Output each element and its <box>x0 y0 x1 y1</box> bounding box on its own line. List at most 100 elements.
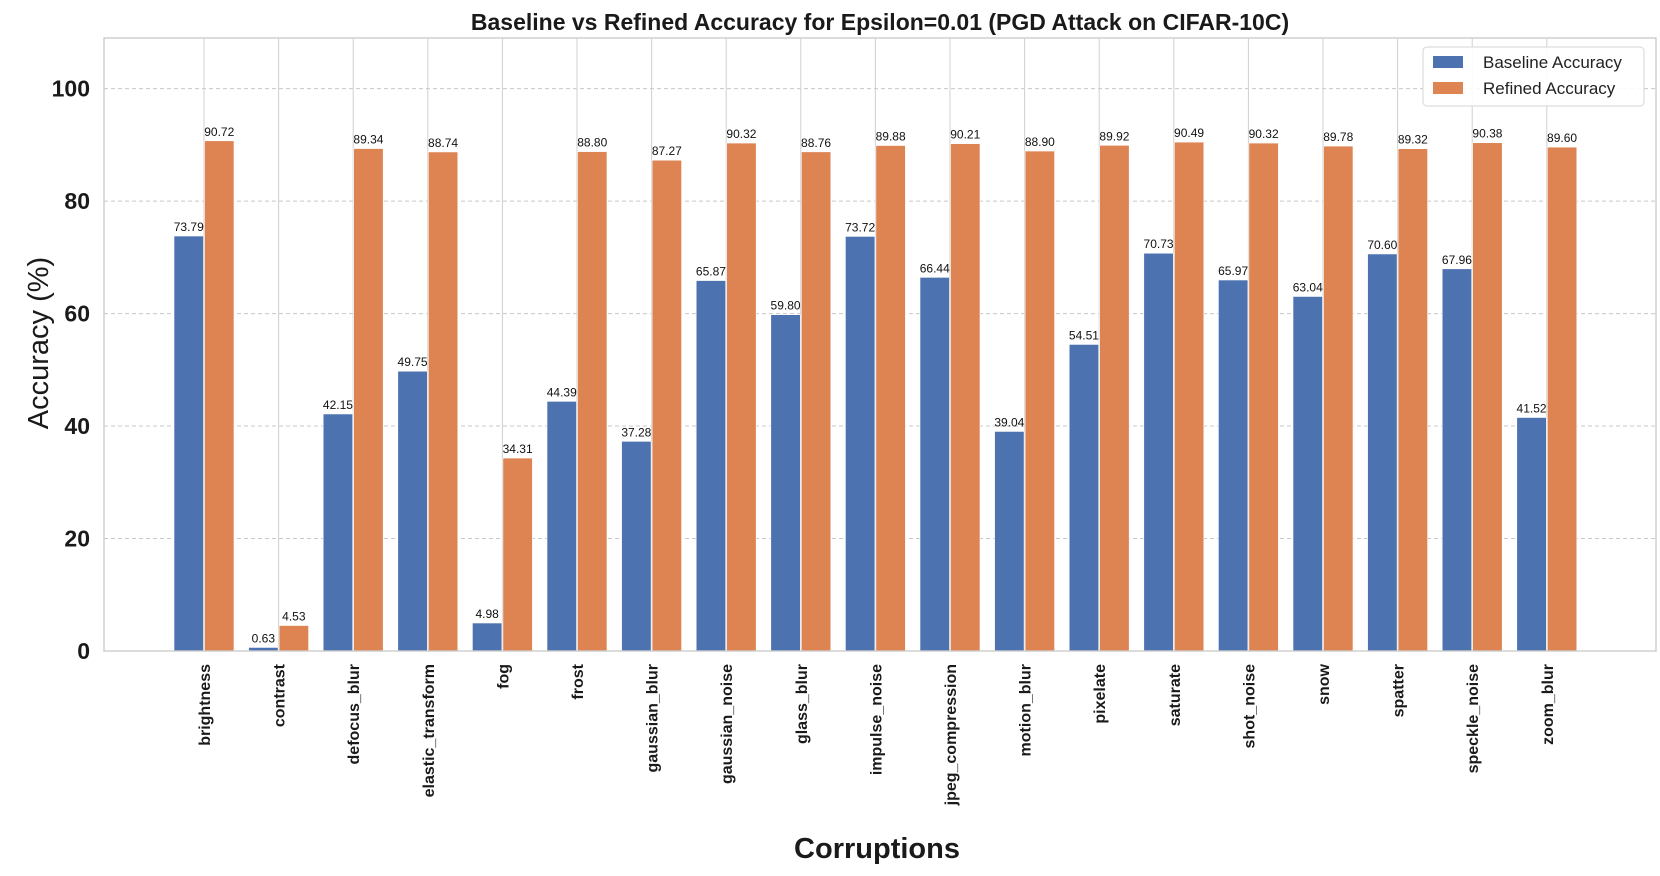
bars-group <box>173 140 1578 652</box>
baseline-bar-gaussian-blur <box>621 441 652 652</box>
baseline-value-label: 66.44 <box>920 261 950 275</box>
y-axis-label: Accuracy (%) <box>23 257 55 429</box>
x-tick-label-defocus-blur: defocus_blur <box>346 664 363 764</box>
baseline-bar-saturate <box>1143 252 1174 652</box>
refined-bar-defocus-blur <box>353 148 384 652</box>
baseline-bar-jpeg-compression <box>919 277 950 652</box>
baseline-value-label: 67.96 <box>1442 253 1472 267</box>
x-tick-label-zoom-blur: zoom_blur <box>1540 664 1557 745</box>
x-tick-label-gaussian-blur: gaussian_blur <box>645 664 662 772</box>
baseline-value-label: 37.28 <box>621 425 651 439</box>
baseline-value-label: 70.73 <box>1144 237 1174 251</box>
refined-value-label: 90.72 <box>204 125 234 139</box>
refined-value-label: 34.31 <box>503 442 533 456</box>
refined-bar-zoom-blur <box>1547 146 1578 652</box>
refined-bar-contrast <box>278 625 309 652</box>
chart-title: Baseline vs Refined Accuracy for Epsilon… <box>471 9 1289 35</box>
baseline-bar-snow <box>1292 296 1323 652</box>
refined-value-label: 4.53 <box>282 610 306 624</box>
refined-bar-jpeg-compression <box>950 143 981 652</box>
plot-frame <box>103 37 1657 652</box>
baseline-value-label: 70.60 <box>1367 238 1397 252</box>
baseline-value-label: 39.04 <box>994 415 1024 429</box>
baseline-bar-spatter <box>1367 253 1398 652</box>
baseline-value-label: 42.15 <box>323 398 353 412</box>
baseline-bar-defocus-blur <box>322 413 354 652</box>
x-tick-label-saturate: saturate <box>1167 664 1184 726</box>
legend-swatch-refined <box>1433 82 1463 94</box>
refined-value-label: 88.80 <box>577 136 607 150</box>
baseline-value-label: 63.04 <box>1293 280 1323 294</box>
y-tick-label: 60 <box>64 301 90 327</box>
baseline-value-label: 73.72 <box>845 220 875 234</box>
refined-value-label: 88.74 <box>428 136 458 150</box>
x-tick-label-snow: snow <box>1316 663 1333 704</box>
legend-label-refined: Refined Accuracy <box>1483 79 1616 98</box>
refined-value-label: 89.88 <box>876 130 906 144</box>
baseline-value-label: 59.80 <box>771 299 801 313</box>
baseline-value-label: 73.79 <box>174 220 204 234</box>
refined-bar-elastic-transform <box>427 151 459 652</box>
legend-label-baseline: Baseline Accuracy <box>1483 53 1622 72</box>
x-tick-label-gaussian-noise: gaussian_noise <box>719 664 736 784</box>
x-tick-label-brightness: brightness <box>197 664 214 746</box>
baseline-bar-shot-noise <box>1218 279 1249 652</box>
refined-bar-glass-blur <box>800 151 832 652</box>
refined-bar-pixelate <box>1099 145 1130 652</box>
x-axis-label: Corruptions <box>794 833 960 865</box>
x-tick-label-jpeg-compression: jpeg_compression <box>943 664 960 806</box>
refined-value-label: 89.60 <box>1547 131 1577 145</box>
refined-bar-impulse-noise <box>875 145 906 652</box>
refined-value-label: 88.76 <box>801 136 831 150</box>
baseline-bar-pixelate <box>1068 344 1099 652</box>
refined-value-label: 89.32 <box>1398 133 1428 147</box>
refined-bar-spatter <box>1397 148 1428 652</box>
refined-value-label: 90.32 <box>1249 127 1279 141</box>
x-tick-label-frost: frost <box>570 663 587 699</box>
baseline-bar-motion-blur <box>994 431 1025 652</box>
baseline-value-label: 0.63 <box>252 631 276 645</box>
baseline-bar-glass-blur <box>770 314 801 652</box>
y-tick-label: 20 <box>64 526 90 552</box>
legend: Baseline Accuracy Refined Accuracy <box>1422 46 1645 107</box>
legend-swatch-baseline <box>1433 56 1463 68</box>
refined-bar-brightness <box>204 140 235 652</box>
x-tick-label-spatter: spatter <box>1391 664 1408 717</box>
refined-value-label: 90.49 <box>1174 126 1204 140</box>
refined-value-label: 90.38 <box>1472 127 1502 141</box>
x-tick-labels: brightness contrast defocus_blur elastic_tr… <box>197 663 1557 806</box>
baseline-value-label: 49.75 <box>398 355 428 369</box>
baseline-value-label: 65.97 <box>1218 264 1248 278</box>
baseline-bar-speckle-noise <box>1441 268 1472 652</box>
y-tick-label: 0 <box>77 638 90 664</box>
refined-value-label: 87.27 <box>652 144 682 158</box>
refined-value-label: 90.32 <box>726 127 756 141</box>
baseline-bar-frost <box>546 401 577 652</box>
x-tick-label-shot-noise: shot_noise <box>1241 664 1258 749</box>
refined-bar-gaussian-blur <box>651 159 682 652</box>
baseline-bar-zoom-blur <box>1516 417 1547 652</box>
refined-bar-shot-noise <box>1248 142 1279 652</box>
grid-lines <box>104 38 1656 651</box>
refined-bar-speckle-noise <box>1472 142 1503 652</box>
refined-bar-saturate <box>1174 141 1205 652</box>
refined-value-label: 90.21 <box>950 128 980 142</box>
x-tick-label-contrast: contrast <box>272 663 289 727</box>
x-tick-label-glass-blur: glass_blur <box>794 664 811 744</box>
x-tick-label-elastic-transform: elastic_transform <box>421 664 438 797</box>
baseline-bar-impulse-noise <box>845 236 876 652</box>
refined-bar-fog <box>502 457 533 652</box>
baseline-value-label: 65.87 <box>696 265 726 279</box>
refined-bar-frost <box>577 151 608 652</box>
refined-value-label: 89.34 <box>353 133 383 147</box>
refined-bar-gaussian-noise <box>726 142 757 652</box>
refined-bar-motion-blur <box>1024 150 1055 652</box>
refined-value-label: 88.90 <box>1025 135 1055 149</box>
axes <box>103 37 1657 652</box>
baseline-value-label: 54.51 <box>1069 328 1099 342</box>
baseline-bar-fog <box>472 622 503 652</box>
baseline-value-label: 44.39 <box>547 385 577 399</box>
baseline-bar-elastic-transform <box>397 370 428 652</box>
